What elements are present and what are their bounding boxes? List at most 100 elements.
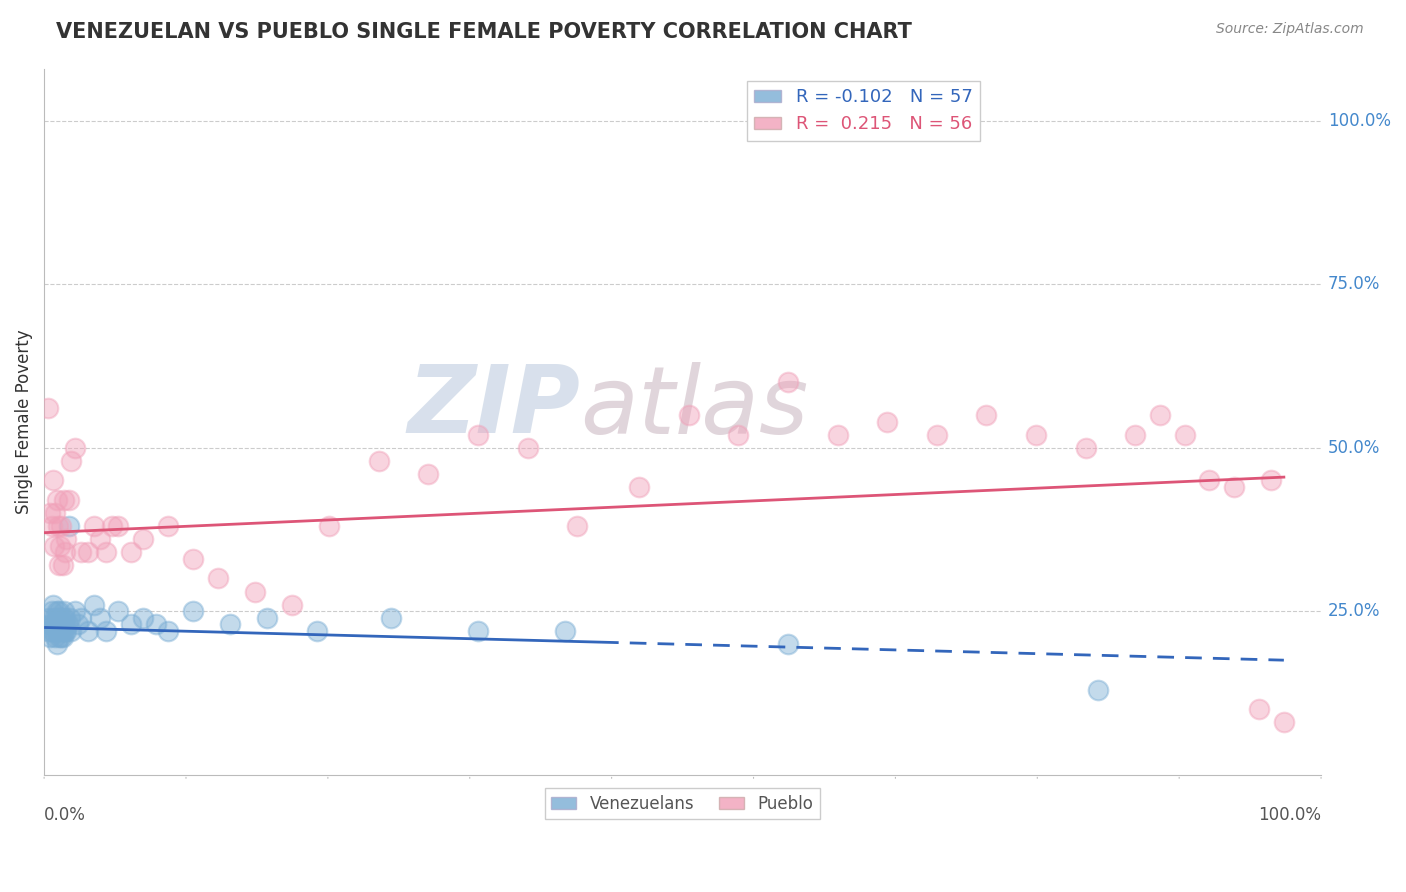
- Point: [120, 545, 142, 559]
- Point: [39, 617, 62, 632]
- Point: [42, 617, 65, 632]
- Point: [181, 551, 204, 566]
- Point: [678, 408, 700, 422]
- Point: [318, 519, 340, 533]
- Point: [49, 624, 72, 638]
- Point: [70, 545, 93, 559]
- Point: [281, 598, 304, 612]
- Point: [46, 519, 69, 533]
- Point: [42, 610, 65, 624]
- Point: [76, 624, 98, 638]
- Point: [45, 493, 67, 508]
- Point: [45, 637, 67, 651]
- Point: [107, 604, 129, 618]
- Point: [1247, 702, 1270, 716]
- Point: [51, 519, 73, 533]
- Point: [1198, 474, 1220, 488]
- Point: [39, 630, 62, 644]
- Text: atlas: atlas: [581, 362, 808, 453]
- Point: [52, 493, 75, 508]
- Point: [876, 415, 898, 429]
- Point: [380, 610, 402, 624]
- Point: [42, 474, 65, 488]
- Point: [1123, 427, 1146, 442]
- Point: [52, 604, 75, 618]
- Point: [42, 598, 65, 612]
- Point: [41, 519, 63, 533]
- Point: [51, 617, 73, 632]
- Point: [49, 539, 72, 553]
- Point: [94, 624, 117, 638]
- Point: [1174, 427, 1197, 442]
- Text: 0.0%: 0.0%: [44, 806, 86, 824]
- Point: [1025, 427, 1047, 442]
- Point: [467, 427, 489, 442]
- Point: [727, 427, 749, 442]
- Text: Source: ZipAtlas.com: Source: ZipAtlas.com: [1216, 22, 1364, 37]
- Point: [44, 506, 66, 520]
- Point: [46, 624, 69, 638]
- Point: [101, 519, 124, 533]
- Point: [207, 571, 229, 585]
- Text: 100.0%: 100.0%: [1258, 806, 1322, 824]
- Point: [39, 506, 62, 520]
- Point: [1272, 715, 1295, 730]
- Text: 100.0%: 100.0%: [1329, 112, 1391, 130]
- Point: [52, 624, 75, 638]
- Point: [256, 610, 278, 624]
- Point: [976, 408, 998, 422]
- Point: [37, 624, 59, 638]
- Point: [51, 630, 73, 644]
- Point: [94, 545, 117, 559]
- Point: [776, 376, 799, 390]
- Point: [145, 617, 167, 632]
- Point: [107, 519, 129, 533]
- Point: [63, 441, 86, 455]
- Point: [38, 610, 60, 624]
- Point: [42, 539, 65, 553]
- Point: [89, 533, 111, 547]
- Point: [157, 519, 180, 533]
- Point: [56, 617, 79, 632]
- Point: [628, 480, 651, 494]
- Point: [1074, 441, 1097, 455]
- Point: [53, 610, 76, 624]
- Point: [52, 617, 75, 632]
- Point: [70, 610, 93, 624]
- Point: [66, 617, 89, 632]
- Point: [53, 545, 76, 559]
- Point: [181, 604, 204, 618]
- Point: [89, 610, 111, 624]
- Point: [925, 427, 948, 442]
- Point: [52, 610, 75, 624]
- Point: [48, 604, 70, 618]
- Text: 75.0%: 75.0%: [1329, 276, 1381, 293]
- Text: 50.0%: 50.0%: [1329, 439, 1381, 457]
- Point: [58, 493, 80, 508]
- Point: [1223, 480, 1246, 494]
- Point: [567, 519, 589, 533]
- Point: [53, 624, 76, 638]
- Point: [132, 533, 155, 547]
- Point: [45, 604, 67, 618]
- Point: [52, 630, 75, 644]
- Point: [37, 401, 59, 416]
- Point: [55, 533, 77, 547]
- Point: [59, 610, 82, 624]
- Point: [44, 617, 66, 632]
- Y-axis label: Single Female Poverty: Single Female Poverty: [15, 329, 32, 514]
- Point: [305, 624, 328, 638]
- Text: 25.0%: 25.0%: [1329, 602, 1381, 620]
- Point: [418, 467, 440, 481]
- Point: [367, 454, 389, 468]
- Point: [132, 610, 155, 624]
- Point: [48, 558, 70, 573]
- Point: [157, 624, 180, 638]
- Point: [120, 617, 142, 632]
- Text: VENEZUELAN VS PUEBLO SINGLE FEMALE POVERTY CORRELATION CHART: VENEZUELAN VS PUEBLO SINGLE FEMALE POVER…: [56, 22, 912, 42]
- Point: [467, 624, 489, 638]
- Point: [1260, 474, 1282, 488]
- Point: [45, 624, 67, 638]
- Point: [516, 441, 538, 455]
- Point: [83, 598, 105, 612]
